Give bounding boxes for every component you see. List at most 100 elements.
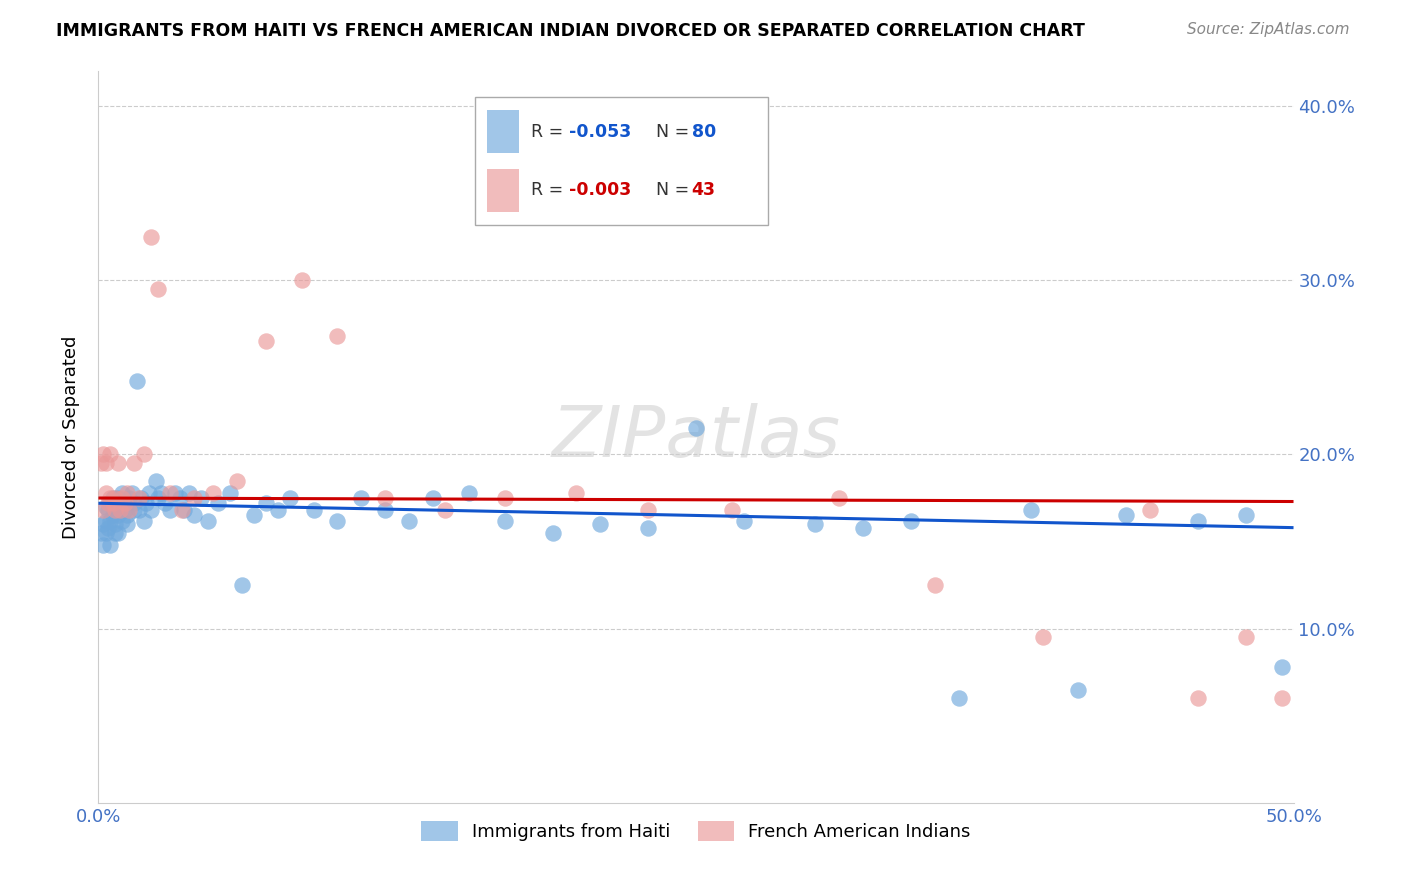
Point	[179, 485, 201, 500]
Point	[98, 538, 122, 552]
Point	[139, 229, 162, 244]
Point	[219, 485, 242, 500]
Point	[107, 456, 129, 470]
Point	[104, 503, 127, 517]
Point	[111, 485, 134, 500]
Point	[733, 514, 755, 528]
Point	[207, 496, 229, 510]
Point	[107, 508, 129, 523]
Point	[114, 496, 136, 510]
Point	[101, 508, 124, 523]
Point	[1187, 514, 1209, 528]
Point	[159, 503, 181, 517]
Point	[494, 514, 516, 528]
Point	[350, 491, 373, 505]
Point	[91, 517, 114, 532]
Point	[104, 491, 127, 505]
Point	[173, 503, 195, 517]
Point	[900, 514, 922, 528]
Point	[637, 521, 659, 535]
Point	[1271, 691, 1294, 706]
Point	[111, 491, 134, 505]
Point	[135, 496, 157, 510]
Point	[94, 456, 117, 470]
Point	[1271, 660, 1294, 674]
Point	[118, 503, 141, 517]
Point	[183, 491, 205, 505]
Point	[326, 514, 349, 528]
Point	[104, 517, 127, 532]
Point	[422, 491, 444, 505]
Point	[149, 485, 172, 500]
Point	[1187, 691, 1209, 706]
Text: Source: ZipAtlas.com: Source: ZipAtlas.com	[1187, 22, 1350, 37]
Point	[924, 578, 946, 592]
Point	[94, 485, 117, 500]
Point	[565, 485, 588, 500]
Point	[1032, 631, 1054, 645]
Point	[278, 491, 301, 505]
Point	[124, 503, 146, 517]
Point	[172, 503, 194, 517]
Point	[169, 491, 191, 505]
Point	[115, 508, 138, 523]
Point	[115, 517, 138, 532]
Point	[104, 525, 127, 540]
Point	[108, 503, 131, 517]
Point	[226, 474, 249, 488]
Point	[721, 503, 744, 517]
Point	[374, 503, 396, 517]
Point	[458, 485, 481, 500]
Point	[94, 514, 117, 528]
Point	[1234, 631, 1257, 645]
Y-axis label: Divorced or Separated: Divorced or Separated	[62, 335, 80, 539]
Point	[139, 503, 162, 517]
Point	[183, 508, 205, 523]
Point	[111, 514, 134, 528]
Point	[121, 485, 143, 500]
Point	[125, 375, 148, 389]
Text: ZIPatlas: ZIPatlas	[551, 402, 841, 472]
Point	[159, 485, 181, 500]
Point	[148, 282, 170, 296]
Point	[434, 503, 457, 517]
Point	[155, 496, 177, 510]
Point	[145, 474, 167, 488]
Point	[231, 578, 253, 592]
Point	[90, 525, 112, 540]
Point	[1234, 508, 1257, 523]
Point	[685, 421, 707, 435]
Point	[101, 491, 124, 505]
Point	[91, 448, 114, 462]
Point	[101, 496, 124, 510]
Point	[115, 485, 138, 500]
Point	[132, 514, 155, 528]
Point	[494, 491, 516, 505]
Point	[131, 491, 153, 505]
Point	[94, 525, 117, 540]
Point	[374, 491, 396, 505]
Point	[302, 503, 325, 517]
Point	[190, 491, 212, 505]
Point	[97, 496, 120, 510]
Point	[108, 503, 131, 517]
Point	[124, 456, 146, 470]
Point	[804, 517, 827, 532]
Point	[1067, 682, 1090, 697]
Point	[243, 508, 266, 523]
Point	[138, 485, 160, 500]
Point	[852, 521, 875, 535]
Point	[91, 503, 114, 517]
Point	[398, 514, 420, 528]
Point	[124, 496, 146, 510]
Point	[326, 329, 349, 343]
Point	[98, 496, 122, 510]
Point	[94, 500, 117, 514]
Point	[589, 517, 612, 532]
Point	[91, 538, 114, 552]
Point	[114, 503, 136, 517]
Point	[128, 503, 150, 517]
Point	[107, 525, 129, 540]
Point	[97, 521, 120, 535]
Point	[254, 496, 277, 510]
